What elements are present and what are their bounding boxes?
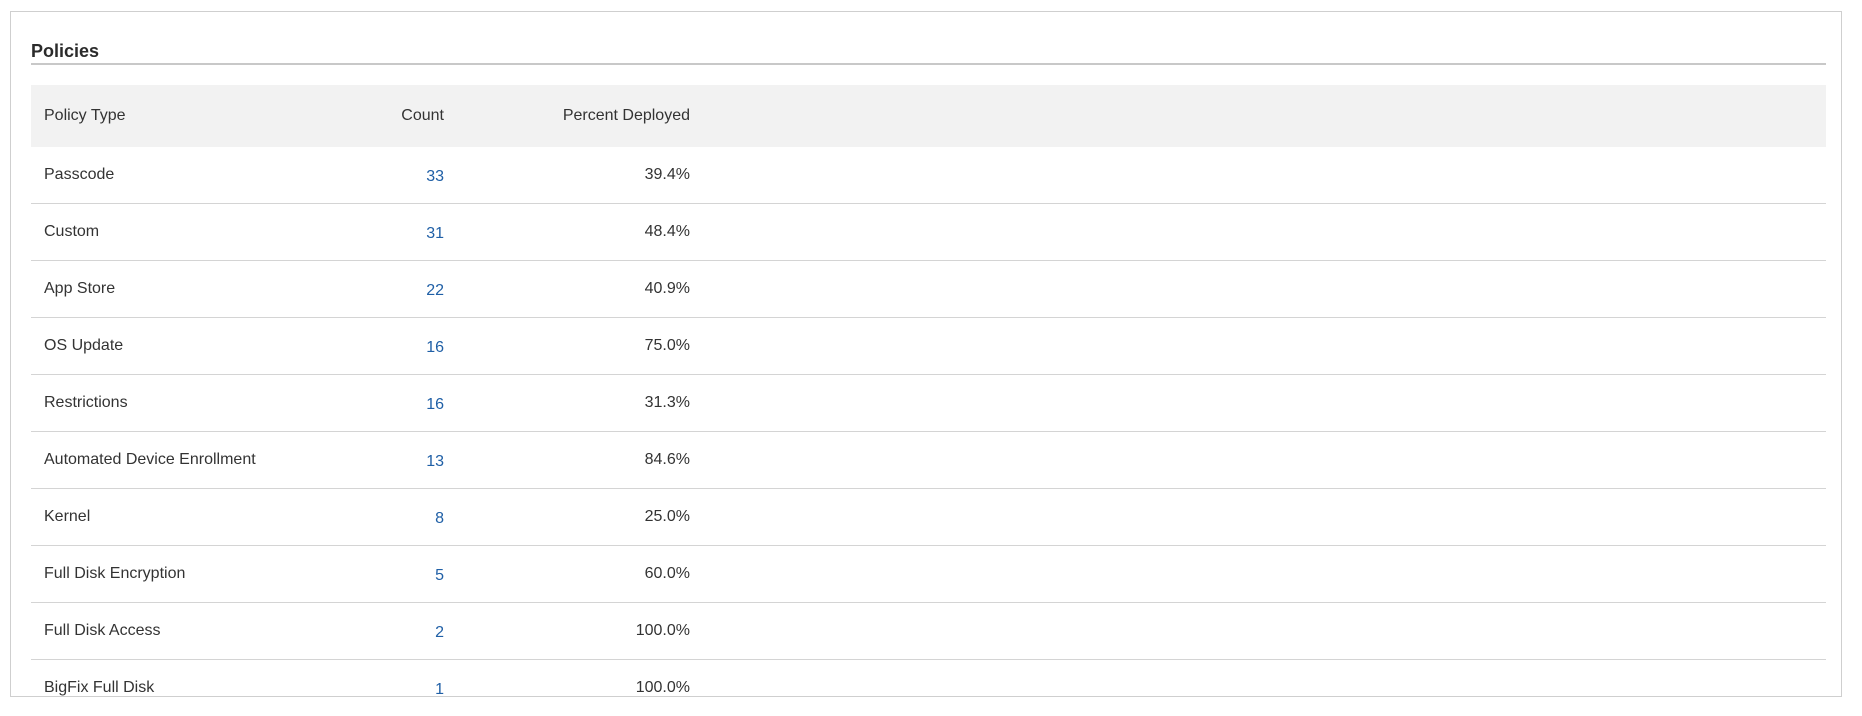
- policy-type-cell: OS Update: [31, 318, 334, 375]
- percent-deployed-cell: 84.6%: [444, 432, 690, 489]
- policies-table: Policy Type Count Percent Deployed Passc…: [31, 85, 1826, 716]
- percent-deployed-cell: 60.0%: [444, 546, 690, 603]
- count-link[interactable]: 13: [426, 453, 444, 470]
- table-row: App Store 22 40.9%: [31, 261, 1826, 318]
- percent-deployed-cell: 39.4%: [444, 147, 690, 204]
- count-cell: 22: [334, 261, 444, 318]
- policy-type-cell: BigFix Full Disk: [31, 660, 334, 716]
- column-header-count[interactable]: Count: [334, 85, 444, 147]
- spacer-cell: [690, 660, 1826, 716]
- column-header-percent-deployed[interactable]: Percent Deployed: [444, 85, 690, 147]
- table-row: BigFix Full Disk 1 100.0%: [31, 660, 1826, 716]
- policy-type-cell: App Store: [31, 261, 334, 318]
- percent-deployed-cell: 75.0%: [444, 318, 690, 375]
- table-row: OS Update 16 75.0%: [31, 318, 1826, 375]
- table-row: Custom 31 48.4%: [31, 204, 1826, 261]
- spacer-cell: [690, 603, 1826, 660]
- count-link[interactable]: 31: [426, 225, 444, 242]
- policies-panel: Policies Policy Type Count Percent Deplo…: [10, 11, 1842, 697]
- policy-type-cell: Restrictions: [31, 375, 334, 432]
- count-link[interactable]: 1: [435, 681, 444, 698]
- count-link[interactable]: 16: [426, 396, 444, 413]
- policy-type-cell: Passcode: [31, 147, 334, 204]
- title-divider: [31, 63, 1826, 65]
- count-link[interactable]: 8: [435, 510, 444, 527]
- count-cell: 5: [334, 546, 444, 603]
- policy-type-cell: Full Disk Access: [31, 603, 334, 660]
- percent-deployed-cell: 100.0%: [444, 660, 690, 716]
- table-row: Full Disk Access 2 100.0%: [31, 603, 1826, 660]
- count-link[interactable]: 2: [435, 624, 444, 641]
- percent-deployed-cell: 100.0%: [444, 603, 690, 660]
- spacer-cell: [690, 546, 1826, 603]
- policy-type-cell: Full Disk Encryption: [31, 546, 334, 603]
- count-link[interactable]: 33: [426, 168, 444, 185]
- table-header-row: Policy Type Count Percent Deployed: [31, 85, 1826, 147]
- percent-deployed-cell: 31.3%: [444, 375, 690, 432]
- percent-deployed-cell: 40.9%: [444, 261, 690, 318]
- count-cell: 13: [334, 432, 444, 489]
- count-link[interactable]: 16: [426, 339, 444, 356]
- count-cell: 16: [334, 318, 444, 375]
- count-cell: 1: [334, 660, 444, 716]
- count-cell: 8: [334, 489, 444, 546]
- policy-type-cell: Automated Device Enrollment: [31, 432, 334, 489]
- spacer-cell: [690, 204, 1826, 261]
- table-row: Restrictions 16 31.3%: [31, 375, 1826, 432]
- table-row: Full Disk Encryption 5 60.0%: [31, 546, 1826, 603]
- count-cell: 2: [334, 603, 444, 660]
- spacer-cell: [690, 147, 1826, 204]
- column-header-policy-type[interactable]: Policy Type: [31, 85, 334, 147]
- count-link[interactable]: 22: [426, 282, 444, 299]
- table-row: Kernel 8 25.0%: [31, 489, 1826, 546]
- count-link[interactable]: 5: [435, 567, 444, 584]
- table-row: Passcode 33 39.4%: [31, 147, 1826, 204]
- spacer-cell: [690, 375, 1826, 432]
- spacer-cell: [690, 318, 1826, 375]
- count-cell: 33: [334, 147, 444, 204]
- column-header-spacer: [690, 85, 1826, 147]
- percent-deployed-cell: 48.4%: [444, 204, 690, 261]
- table-row: Automated Device Enrollment 13 84.6%: [31, 432, 1826, 489]
- spacer-cell: [690, 432, 1826, 489]
- percent-deployed-cell: 25.0%: [444, 489, 690, 546]
- policy-type-cell: Custom: [31, 204, 334, 261]
- count-cell: 31: [334, 204, 444, 261]
- spacer-cell: [690, 489, 1826, 546]
- policy-type-cell: Kernel: [31, 489, 334, 546]
- panel-title: Policies: [31, 41, 99, 62]
- spacer-cell: [690, 261, 1826, 318]
- count-cell: 16: [334, 375, 444, 432]
